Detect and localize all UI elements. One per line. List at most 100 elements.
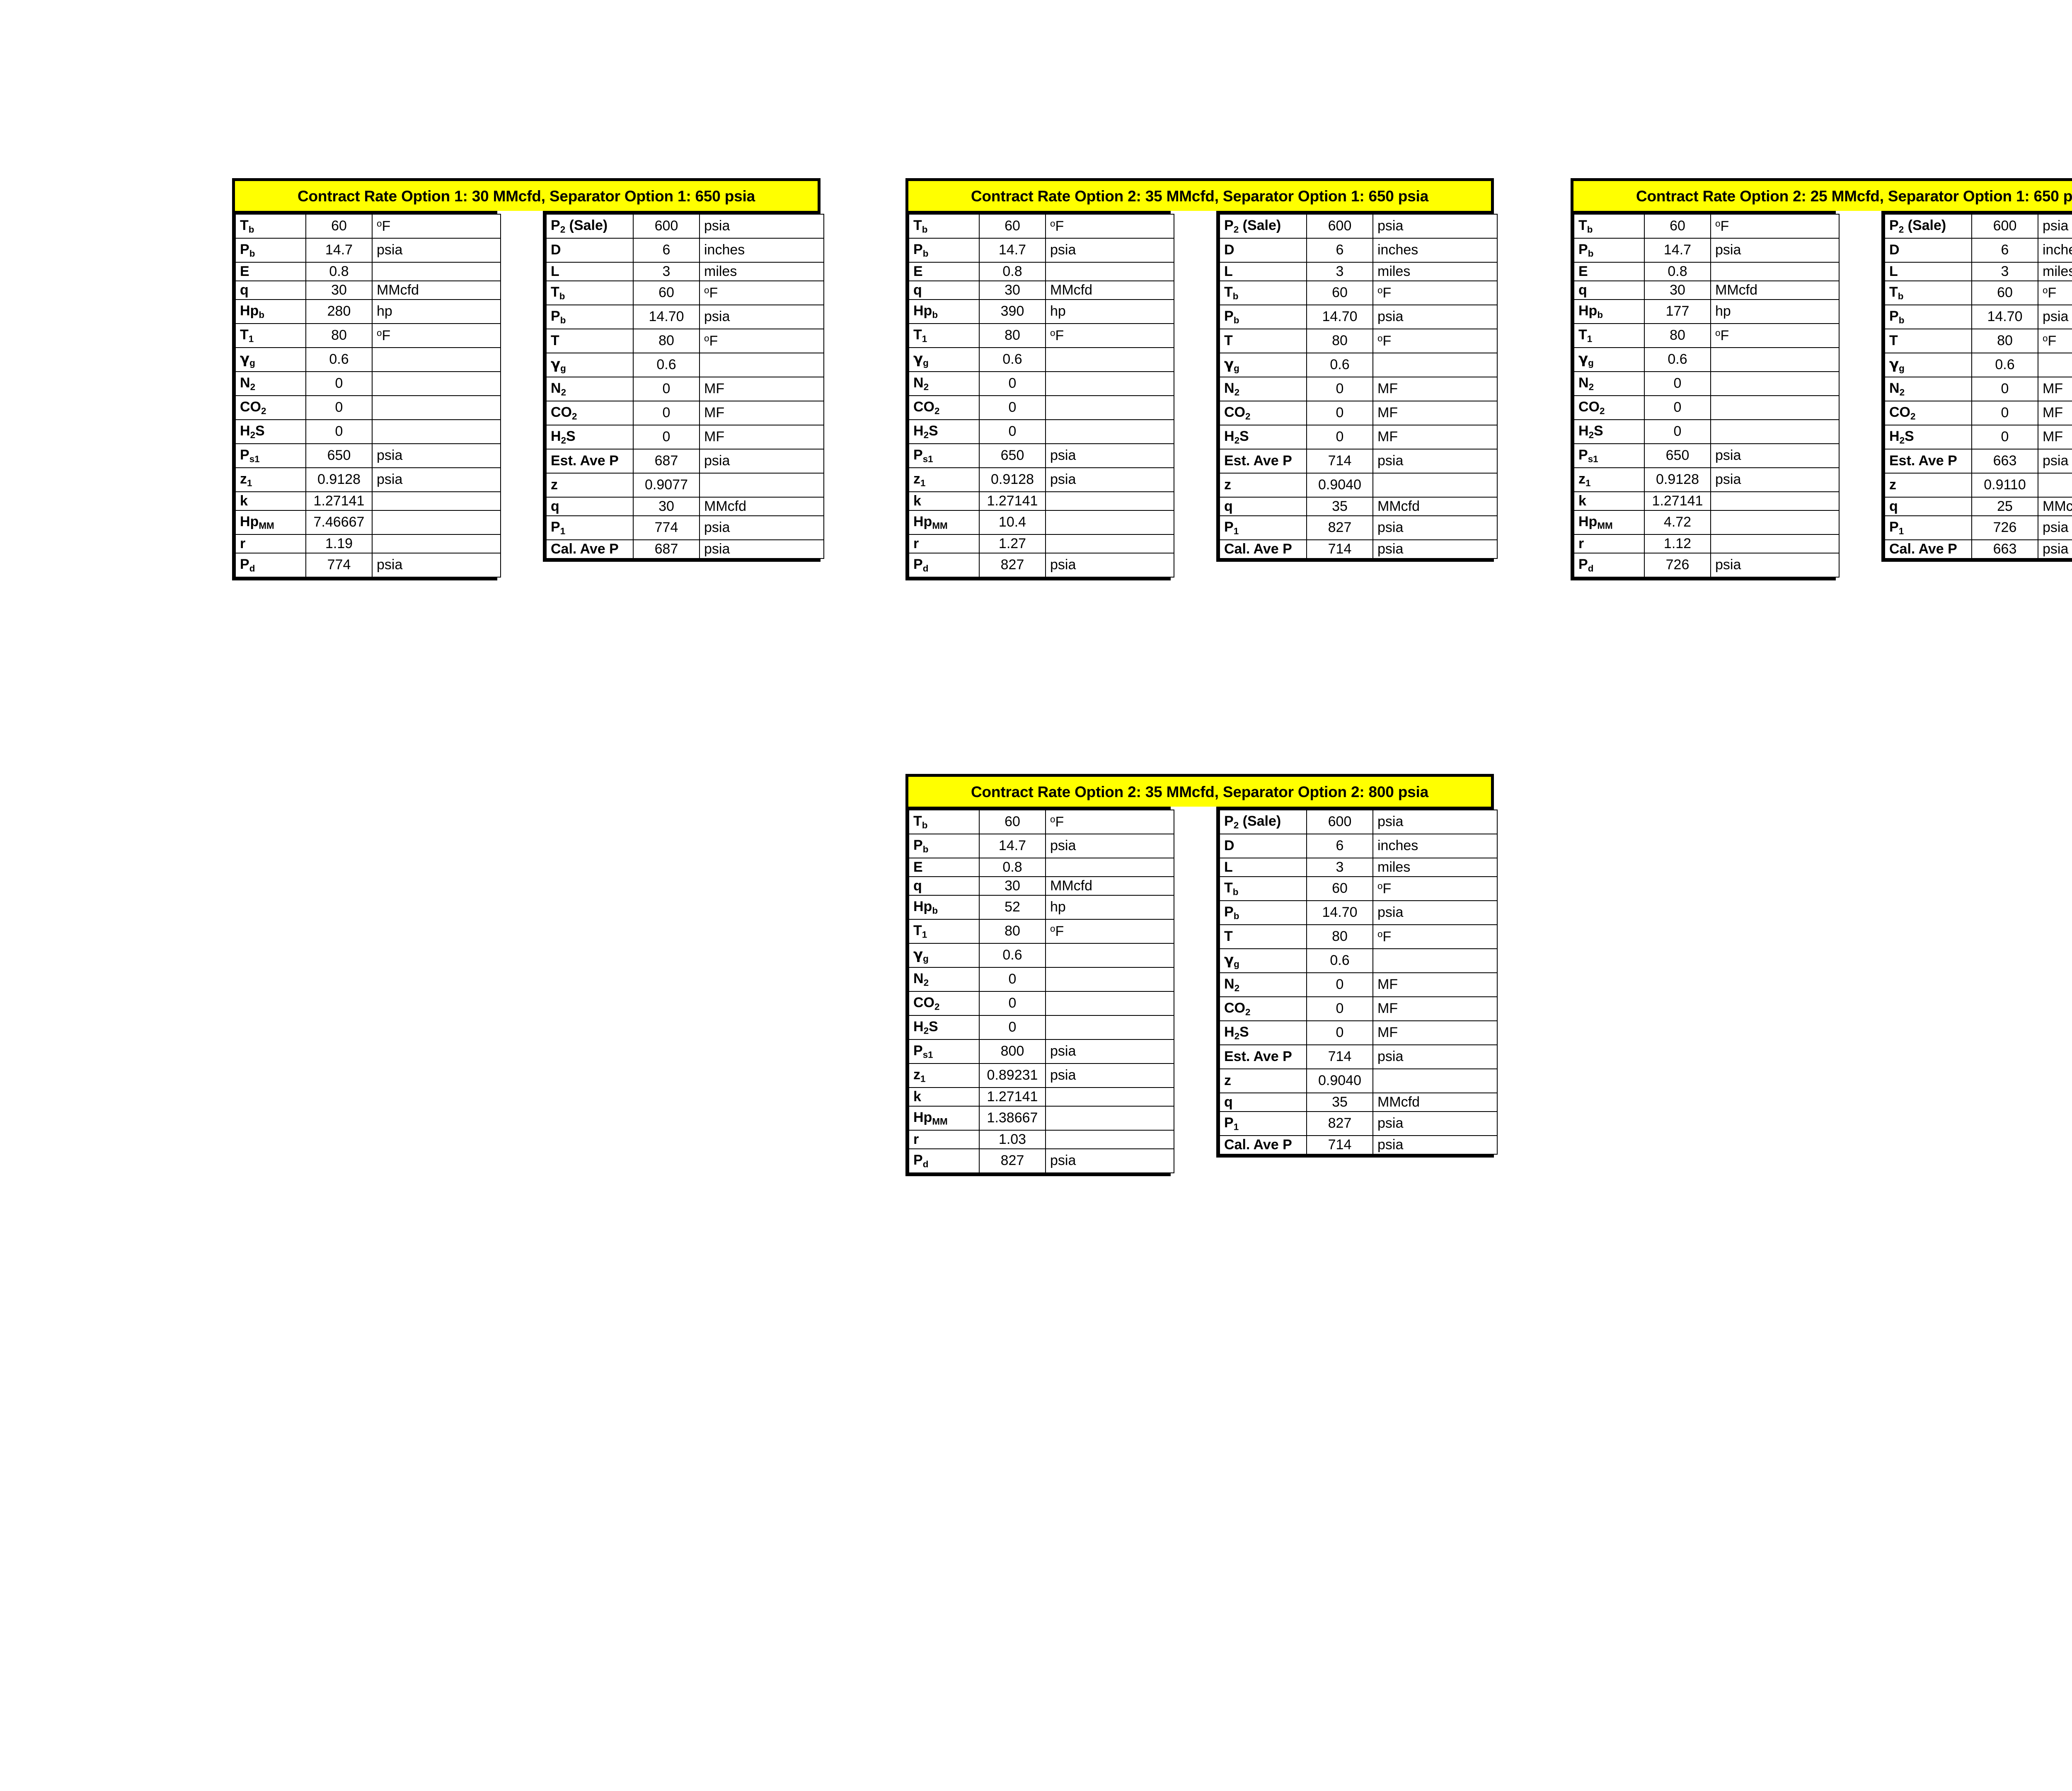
row-unit [372,395,501,420]
table-row: T1 80 oF [908,919,1174,944]
row-value: 30 [633,497,700,516]
row-label: L [546,262,634,281]
row-label: k [908,1087,980,1107]
row-value: 0.9128 [979,467,1046,492]
row-label: N2 [1884,377,1972,401]
row-value: 0 [1971,377,2038,401]
row-value: 0 [1971,401,2038,425]
row-value: 177 [1644,299,1711,324]
row-value: 60 [1306,876,1373,901]
row-label: k [1573,491,1645,511]
row-value: 1.38667 [979,1106,1046,1131]
row-unit: psia [699,305,824,329]
row-unit: oF [1372,924,1498,949]
row-unit [2038,473,2072,498]
row-label: P1 [1219,515,1307,540]
row-label: T1 [908,919,980,944]
table-row: r 1.19 [235,534,501,553]
row-value: 14.7 [305,238,373,263]
row-unit [1372,1068,1498,1093]
table-row: z1 0.89231 psia [908,1063,1174,1088]
row-unit [372,534,501,553]
row-unit: inches [1372,834,1498,858]
row-value: 0 [979,419,1046,444]
row-unit: MF [699,401,824,425]
table-row: N2 0 MF [546,377,824,401]
row-unit: oF [1045,323,1174,348]
row-label: Ps1 [908,1039,980,1064]
row-value: 1.27 [979,534,1046,553]
row-label: N2 [908,371,980,396]
row-unit: oF [1045,919,1174,944]
row-label: Cal. Ave P [1219,539,1307,559]
row-unit: MMcfd [2038,497,2072,516]
left-parameter-table: Tb 60 oF Pb 14.7 psia E 0.8 q 30 MMcfd Hpb 52 hp T1 80 o… [908,810,1174,1173]
row-value: 0 [1306,1020,1373,1045]
row-value: 4.72 [1644,510,1711,535]
row-unit: MF [1372,996,1498,1021]
table-row: CO2 0 MF [1219,401,1498,425]
row-value: 0 [633,425,700,450]
row-value: 0.8 [305,262,373,281]
table-row: H2S 0 MF [1884,425,2072,450]
table-row: Cal. Ave P 687 psia [546,539,824,559]
table-row: Cal. Ave P 663 psia [1884,539,2072,559]
table-row: Pb 14.70 psia [546,305,824,329]
row-value: 827 [1306,515,1373,540]
table-row: T 80 oF [1884,329,2072,353]
row-label: HpMM [235,510,306,535]
table-row: k 1.27141 [235,491,501,511]
row-label: Tb [1884,280,1972,305]
table-row: q 30 MMcfd [908,280,1174,300]
row-value: 650 [979,443,1046,468]
table-row: N2 0 MF [1219,377,1498,401]
row-value: 60 [979,214,1046,239]
row-label: P2 (Sale) [546,214,634,239]
row-label: H2S [1884,425,1972,450]
row-unit: psia [2038,214,2072,239]
table-row: z1 0.9128 psia [908,467,1174,492]
row-unit: MMcfd [372,280,501,300]
table-row: CO2 0 [908,991,1174,1016]
row-label: Est. Ave P [1219,449,1307,474]
row-value: 80 [979,323,1046,348]
table-row: q 30 MMcfd [908,876,1174,896]
row-label: γg [1573,347,1645,372]
table-row: r 1.03 [908,1130,1174,1149]
row-unit [1710,491,1840,511]
row-label: z [546,473,634,498]
row-value: 600 [1971,214,2038,239]
row-value: 25 [1971,497,2038,516]
row-value: 0.9128 [305,467,373,492]
row-label: z1 [235,467,306,492]
row-label: r [1573,534,1645,553]
row-label: Pd [235,553,306,578]
row-value: 0.6 [1306,948,1373,973]
row-label: Pd [908,1148,980,1173]
row-unit: oF [2038,329,2072,353]
row-label: Pd [1573,553,1645,578]
row-unit: psia [1045,1148,1174,1173]
row-unit: psia [2038,449,2072,474]
row-label: γg [908,943,980,968]
row-label: H2S [908,1015,980,1040]
row-label: Pb [1884,305,1972,329]
row-value: 1.27141 [1644,491,1711,511]
row-value: 80 [979,919,1046,944]
row-label: Hpb [908,299,980,324]
row-unit: oF [1045,810,1174,834]
table-row: Est. Ave P 687 psia [546,449,824,474]
row-unit: psia [1710,553,1840,578]
row-label: D [1219,834,1307,858]
row-unit: MMcfd [699,497,824,516]
row-label: HpMM [908,1106,980,1131]
table-row: T 80 oF [1219,329,1498,353]
row-label: N2 [235,371,306,396]
row-label: H2S [1219,425,1307,450]
row-label: CO2 [235,395,306,420]
table-row: Pb 14.7 psia [235,238,501,263]
table-row: q25MMcfd [1884,497,2072,516]
row-unit [372,491,501,511]
row-unit: MMcfd [1710,280,1840,300]
row-unit [1045,1130,1174,1149]
